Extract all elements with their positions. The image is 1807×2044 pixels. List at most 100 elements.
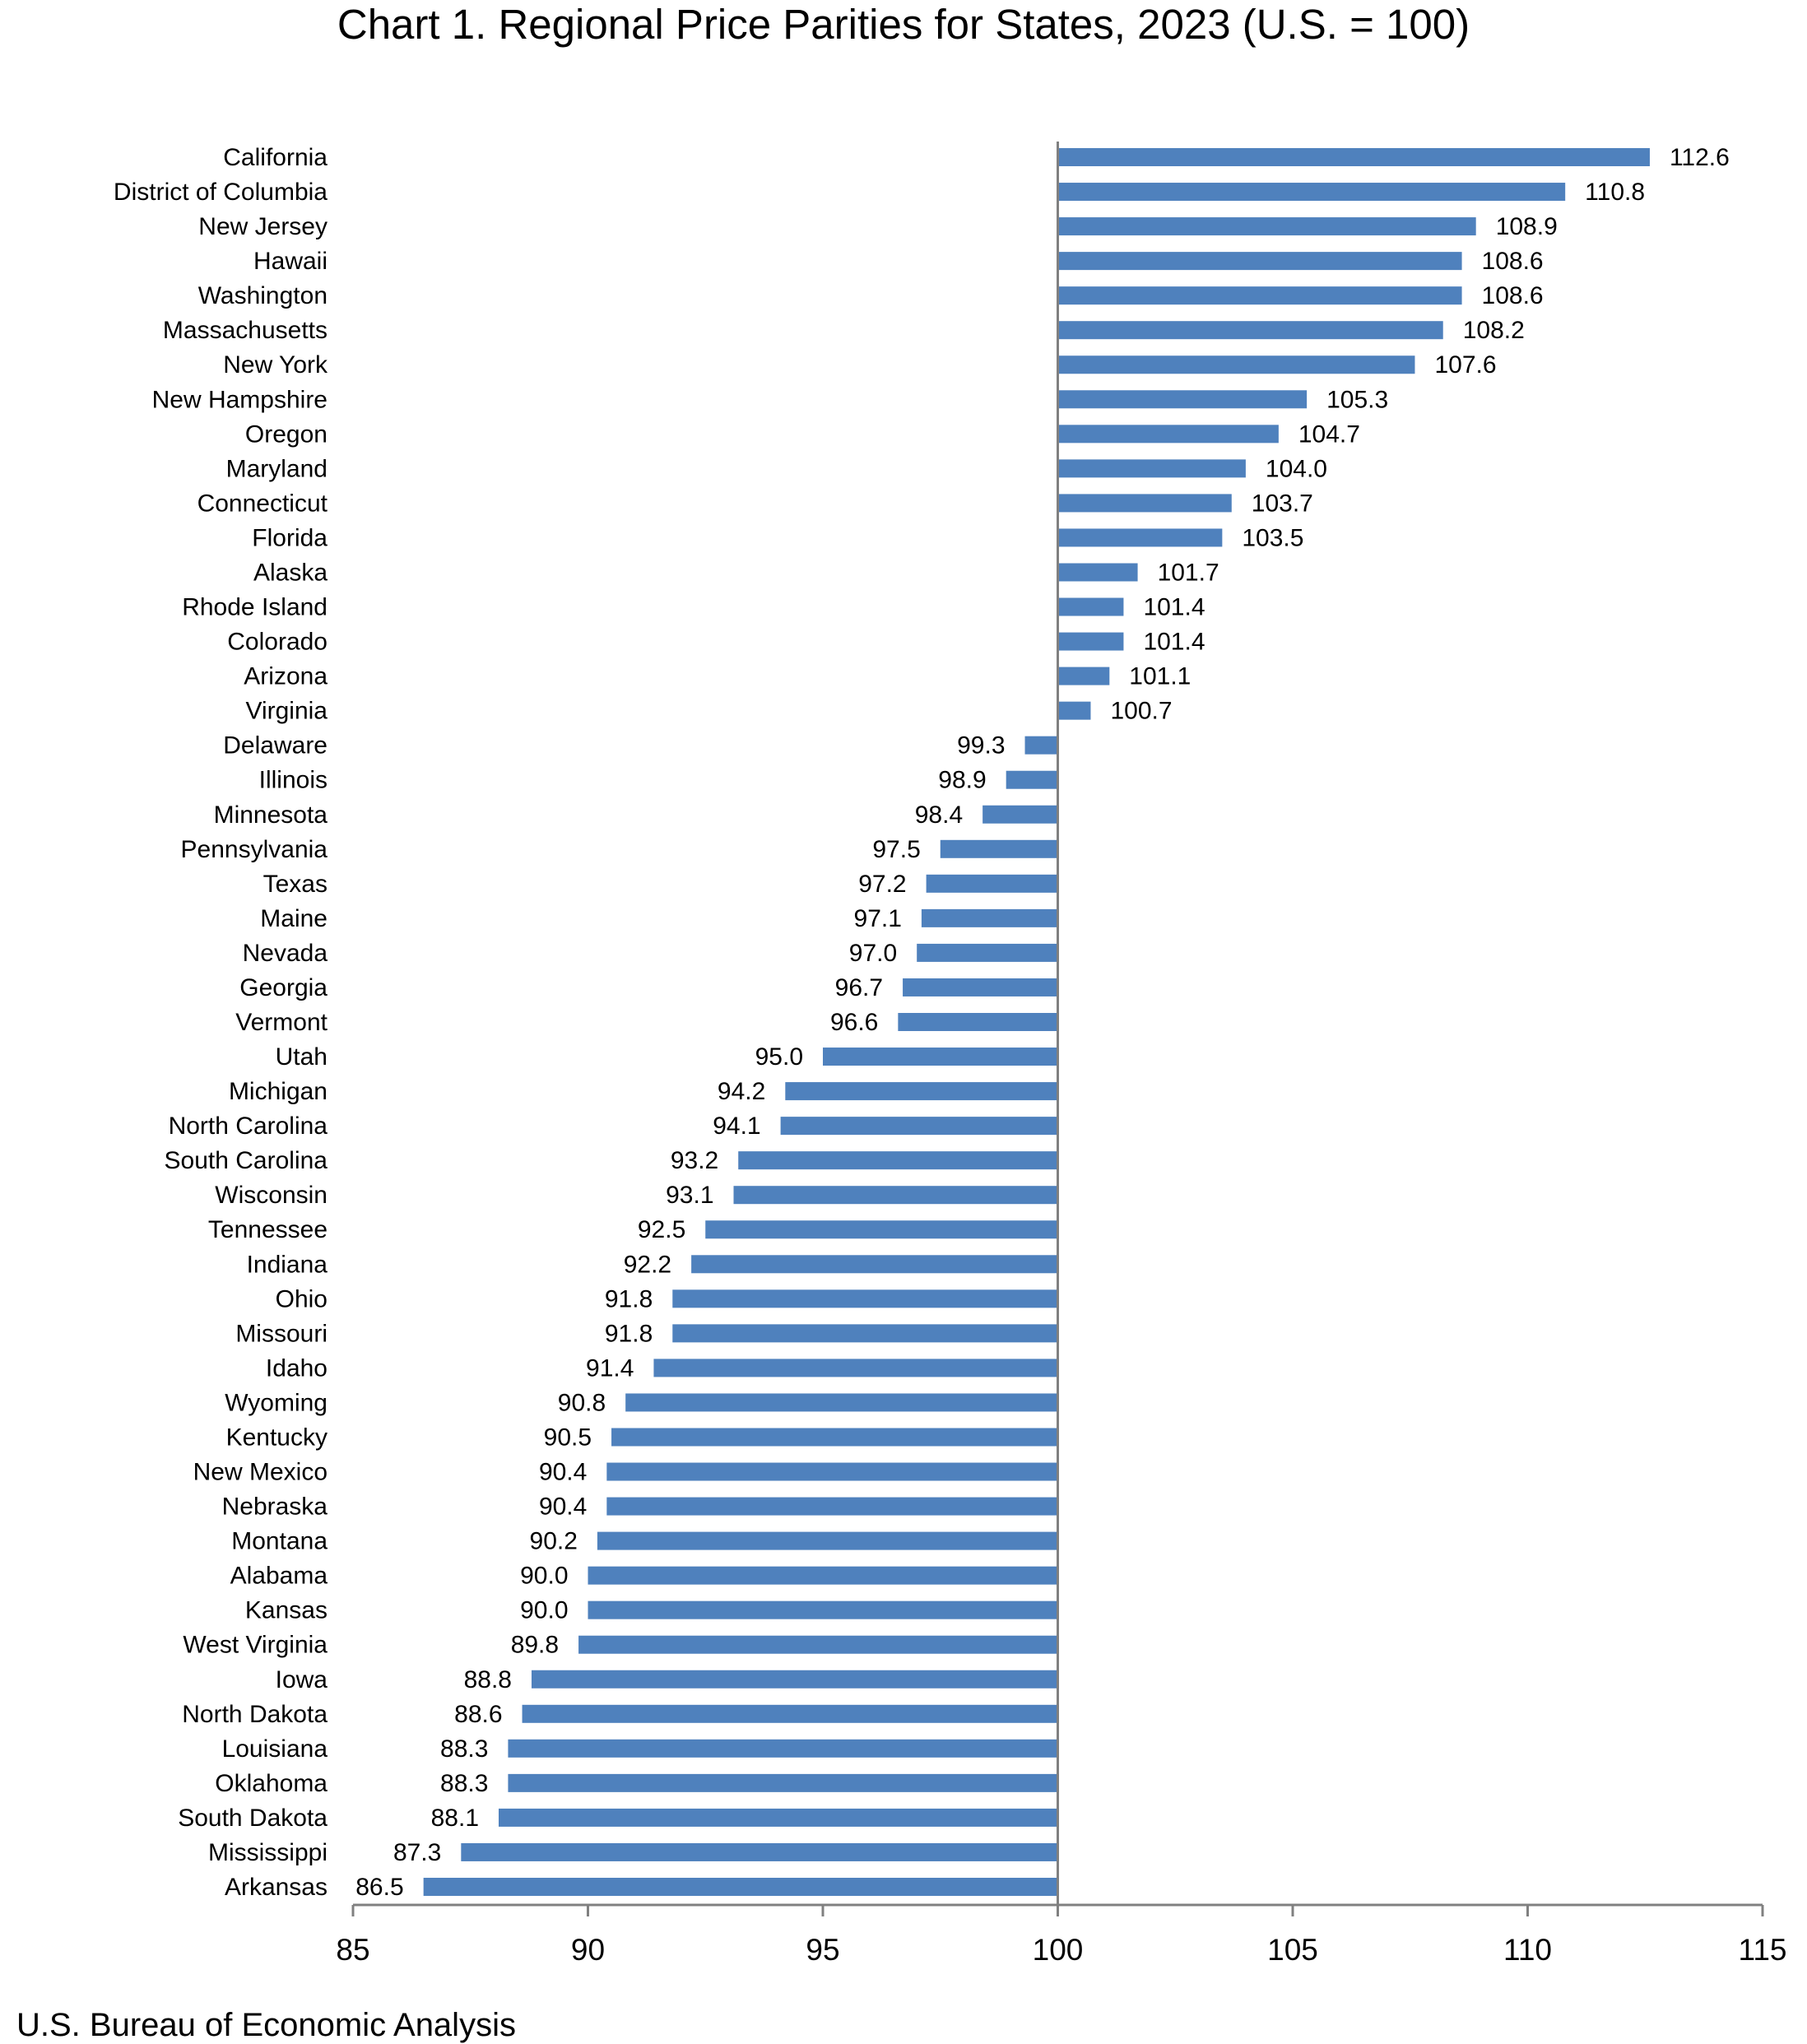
- category-label-north-carolina: North Carolina: [169, 1113, 328, 1140]
- bar-hawaii: [1057, 252, 1462, 271]
- value-label-alaska: 101.7: [1158, 559, 1219, 586]
- bar-new-york: [1057, 355, 1415, 374]
- category-label-district-of-columbia: District of Columbia: [114, 179, 327, 206]
- value-label-wyoming: 90.8: [558, 1389, 606, 1416]
- bar-alabama: [588, 1566, 1058, 1585]
- x-ticks-group: 85 90 95 100 105 110 115: [336, 1905, 1787, 1967]
- value-label-north-dakota: 88.6: [454, 1701, 502, 1728]
- value-label-oklahoma: 88.3: [440, 1770, 488, 1797]
- value-label-illinois: 98.9: [938, 767, 986, 794]
- value-label-vermont: 96.6: [830, 1009, 878, 1036]
- category-label-montana: Montana: [231, 1528, 327, 1555]
- bar-virginia: [1057, 701, 1091, 720]
- value-label-massachusetts: 108.2: [1463, 317, 1525, 344]
- value-label-delaware: 99.3: [957, 732, 1005, 760]
- bar-pennsylvania: [940, 839, 1058, 858]
- bar-connecticut: [1057, 494, 1232, 513]
- value-label-west-virginia: 89.8: [511, 1632, 559, 1659]
- value-label-new-mexico: 90.4: [539, 1459, 587, 1486]
- bar-maryland: [1057, 459, 1246, 478]
- value-label-kansas: 90.0: [520, 1597, 568, 1624]
- value-label-south-dakota: 88.1: [431, 1805, 479, 1832]
- value-label-new-york: 107.6: [1434, 351, 1496, 379]
- value-label-florida: 103.5: [1242, 524, 1303, 551]
- category-label-washington: Washington: [198, 282, 327, 309]
- value-label-new-jersey: 108.9: [1496, 213, 1558, 240]
- bar-kansas: [588, 1600, 1058, 1619]
- category-label-arkansas: Arkansas: [225, 1874, 327, 1901]
- value-label-texas: 97.2: [858, 871, 906, 898]
- bar-north-dakota: [522, 1704, 1058, 1723]
- bar-wyoming: [625, 1393, 1058, 1412]
- category-label-massachusetts: Massachusetts: [163, 317, 327, 344]
- category-label-new-jersey: New Jersey: [198, 213, 327, 240]
- value-label-alabama: 90.0: [520, 1563, 568, 1590]
- bar-wisconsin: [733, 1186, 1058, 1205]
- bars-group: [423, 148, 1650, 1896]
- bar-new-jersey: [1057, 217, 1476, 236]
- category-label-louisiana: Louisiana: [222, 1735, 328, 1763]
- value-label-minnesota: 98.4: [915, 801, 963, 829]
- category-label-virginia: Virginia: [245, 698, 327, 725]
- category-label-idaho: Idaho: [266, 1354, 327, 1382]
- category-label-south-dakota: South Dakota: [178, 1805, 327, 1832]
- bar-maine: [921, 908, 1058, 927]
- value-label-montana: 90.2: [530, 1528, 578, 1555]
- bar-iowa: [531, 1670, 1058, 1689]
- value-label-maine: 97.1: [854, 905, 902, 932]
- bar-kentucky: [611, 1428, 1058, 1447]
- category-label-maine: Maine: [260, 905, 327, 932]
- category-labels-group: California District of Columbia New Jersey…: [114, 144, 328, 1901]
- value-label-colorado: 101.4: [1143, 629, 1205, 656]
- category-label-south-carolina: South Carolina: [165, 1147, 328, 1174]
- value-label-district-of-columbia: 110.8: [1585, 179, 1645, 206]
- value-label-ohio: 91.8: [605, 1285, 653, 1312]
- category-label-wyoming: Wyoming: [225, 1389, 327, 1416]
- category-label-delaware: Delaware: [223, 732, 327, 760]
- category-label-colorado: Colorado: [227, 629, 327, 656]
- bar-california: [1057, 148, 1650, 166]
- bar-south-carolina: [738, 1151, 1058, 1170]
- bar-illinois: [1006, 770, 1058, 789]
- category-label-wisconsin: Wisconsin: [215, 1182, 327, 1209]
- bar-south-dakota: [499, 1808, 1058, 1827]
- bar-ohio: [672, 1289, 1058, 1308]
- bar-district-of-columbia: [1057, 183, 1566, 202]
- bar-texas: [926, 874, 1058, 893]
- source-note: U.S. Bureau of Economic Analysis: [16, 2007, 516, 2043]
- category-label-kansas: Kansas: [245, 1597, 327, 1624]
- category-label-alabama: Alabama: [230, 1563, 328, 1590]
- value-label-tennessee: 92.5: [638, 1216, 685, 1243]
- category-label-michigan: Michigan: [229, 1078, 327, 1105]
- bar-montana: [597, 1531, 1058, 1550]
- value-label-hawaii: 108.6: [1482, 248, 1544, 275]
- bar-utah: [823, 1048, 1058, 1066]
- category-label-nebraska: Nebraska: [222, 1494, 328, 1521]
- value-label-indiana: 92.2: [624, 1251, 671, 1278]
- value-label-maryland: 104.0: [1266, 455, 1327, 482]
- bar-missouri: [672, 1324, 1058, 1343]
- category-label-maryland: Maryland: [226, 455, 327, 482]
- bar-washington: [1057, 286, 1462, 305]
- x-tick-label-115: 115: [1739, 1933, 1787, 1967]
- bar-tennessee: [705, 1220, 1058, 1239]
- bar-minnesota: [982, 805, 1058, 824]
- x-tick-label-95: 95: [806, 1933, 839, 1967]
- bar-nebraska: [606, 1497, 1058, 1516]
- value-label-virginia: 100.7: [1110, 698, 1172, 725]
- value-label-arkansas: 86.5: [355, 1874, 403, 1901]
- category-label-tennessee: Tennessee: [208, 1216, 327, 1243]
- category-label-nevada: Nevada: [243, 940, 328, 967]
- value-label-nevada: 97.0: [849, 940, 897, 967]
- category-label-texas: Texas: [263, 871, 327, 898]
- category-label-mississippi: Mississippi: [208, 1839, 327, 1866]
- category-label-arizona: Arizona: [244, 663, 327, 690]
- category-label-florida: Florida: [252, 524, 327, 551]
- x-tick-label-85: 85: [336, 1933, 369, 1967]
- bar-rhode-island: [1057, 597, 1124, 616]
- category-label-oregon: Oregon: [245, 420, 327, 448]
- category-label-kentucky: Kentucky: [226, 1424, 327, 1451]
- category-label-connecticut: Connecticut: [197, 490, 328, 517]
- value-label-wisconsin: 93.1: [666, 1182, 713, 1209]
